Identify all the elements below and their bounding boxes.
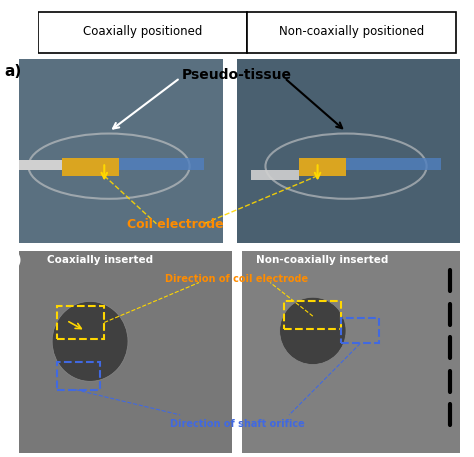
Bar — [341, 318, 379, 344]
FancyBboxPatch shape — [247, 12, 456, 53]
Polygon shape — [19, 58, 223, 243]
Bar — [19, 160, 62, 170]
Bar — [57, 306, 104, 339]
Polygon shape — [242, 251, 460, 453]
Ellipse shape — [280, 297, 346, 365]
Polygon shape — [19, 251, 232, 453]
Text: Coil electrode: Coil electrode — [127, 218, 224, 231]
Ellipse shape — [52, 302, 128, 381]
Bar — [299, 159, 346, 176]
Bar — [62, 159, 118, 176]
Text: Non-coaxially positioned: Non-coaxially positioned — [279, 25, 424, 37]
Bar — [118, 159, 204, 170]
Text: Direction of coil electrode: Direction of coil electrode — [165, 274, 309, 284]
Text: a): a) — [5, 64, 22, 80]
Text: Pseudo-tissue: Pseudo-tissue — [182, 68, 292, 82]
Polygon shape — [237, 58, 460, 243]
Bar — [284, 302, 341, 329]
Bar — [346, 159, 441, 170]
Bar — [251, 170, 299, 180]
FancyBboxPatch shape — [38, 12, 247, 53]
Bar — [57, 362, 100, 390]
Text: Non-coaxially inserted: Non-coaxially inserted — [256, 255, 388, 265]
Text: Direction of shaft orifice: Direction of shaft orifice — [170, 419, 304, 429]
Text: Coaxially inserted: Coaxially inserted — [47, 255, 154, 265]
Text: b): b) — [5, 253, 22, 268]
Text: Coaxially positioned: Coaxially positioned — [83, 25, 202, 37]
